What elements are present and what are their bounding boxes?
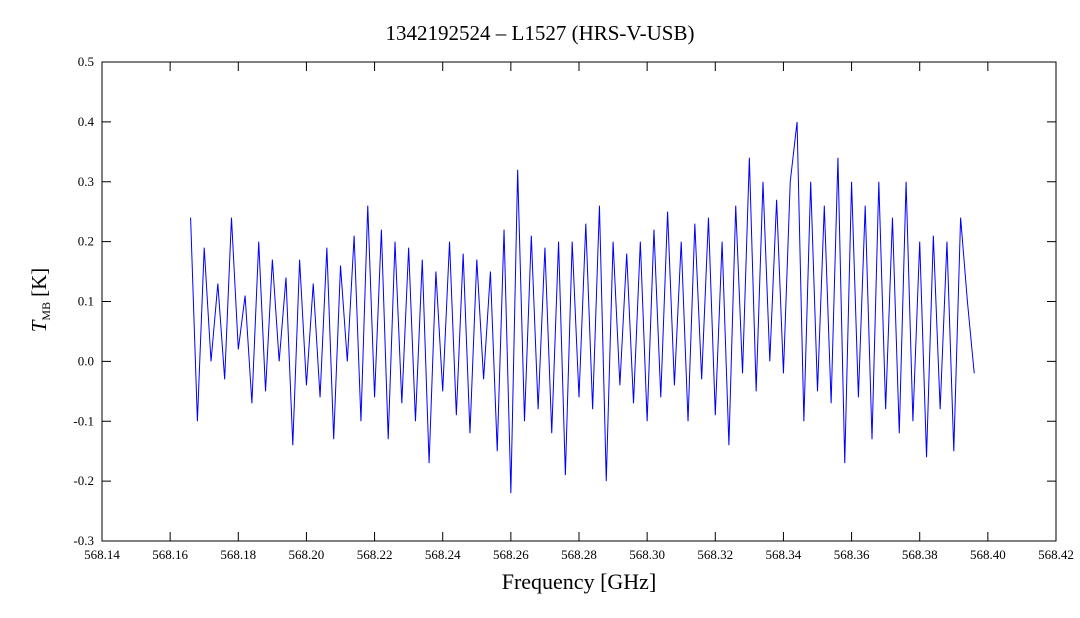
y-axis-label-main: T [27,319,51,332]
x-tick-label: 568.24 [425,547,461,562]
x-tick-label: 568.22 [357,547,393,562]
x-tick-label: 568.28 [561,547,597,562]
x-tick-label: 568.42 [1038,547,1074,562]
x-tick-label: 568.36 [834,547,870,562]
x-tick-label: 568.26 [493,547,529,562]
y-tick-label: 0.3 [78,174,94,189]
x-tick-label: 568.34 [766,547,802,562]
y-axis-label: TMB [K] [27,268,53,333]
spectrum-line [190,121,975,494]
y-tick-label: 0.1 [78,294,94,309]
x-tick-label: 568.16 [152,547,188,562]
y-tick-label: 0.4 [78,114,95,129]
x-tick-label: 568.38 [902,547,938,562]
x-tick-label: 568.18 [220,547,256,562]
y-tick-label: -0.2 [73,473,94,488]
y-axis-label-sub: MB [39,302,53,321]
x-tick-label: 568.20 [289,547,325,562]
y-axis-label-unit: [K] [27,268,51,297]
x-tick-label: 568.14 [84,547,120,562]
y-tick-label: -0.3 [73,533,94,548]
y-tick-label: 0.5 [78,54,94,69]
x-tick-label: 568.30 [629,547,665,562]
x-tick-label: 568.40 [970,547,1006,562]
x-axis-label: Frequency [GHz] [502,569,657,594]
y-tick-label: 0.2 [78,234,94,249]
x-tick-label: 568.32 [697,547,733,562]
chart-title: 1342192524 – L1527 (HRS-V-USB) [386,21,695,45]
y-tick-label: -0.1 [73,413,94,428]
y-tick-label: 0.0 [78,353,94,368]
